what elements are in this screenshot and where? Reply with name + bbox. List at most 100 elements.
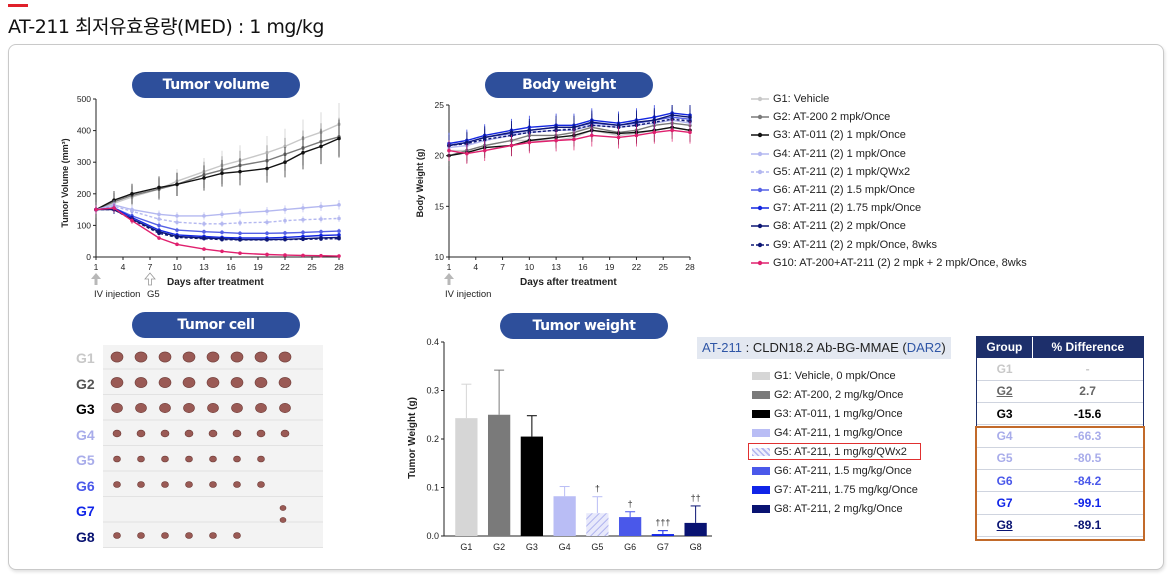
subtitle-dar: DAR2 xyxy=(906,340,942,355)
legend-line-icon xyxy=(751,242,769,247)
legend-line-icon xyxy=(751,206,769,211)
tumor-sample xyxy=(137,532,145,539)
tv-data-point xyxy=(301,237,305,242)
group-cell: G3 xyxy=(977,402,1033,426)
legend-label: G5: AT-211 (2) 1 mpk/QWx2 xyxy=(773,165,911,178)
bar-legend-swatch xyxy=(752,409,770,418)
tv-data-point xyxy=(175,242,179,247)
group-cell: G4 xyxy=(977,424,1033,448)
bw-x-tick-label: 28 xyxy=(685,262,695,272)
tv-data-point xyxy=(130,192,134,196)
tv-data-point xyxy=(265,252,269,257)
bw-data-point xyxy=(634,133,639,138)
legend-label: G9: AT-211 (2) 2 mpk/Once, 8wks xyxy=(773,238,938,251)
tv-x-tick-label: 1 xyxy=(94,262,99,272)
bw-ylabel: Body Weight (g) xyxy=(415,149,425,218)
tumor-sample xyxy=(278,377,292,388)
table-row: G3 -15.6 xyxy=(977,402,1143,426)
bar-legend-item: G3: AT-011, 1 mg/kg/Once xyxy=(752,404,918,423)
legend-item: G6: AT-211 (2) 1.5 mpk/Once xyxy=(750,181,1027,199)
bw-x-tick-label: 25 xyxy=(658,262,668,272)
bw-data-point xyxy=(554,138,558,143)
tv-data-point xyxy=(130,209,134,213)
tv-data-point xyxy=(175,182,179,187)
bar-legend-label: G8: AT-211, 2 mg/kg/Once xyxy=(774,503,903,516)
legend-line-icon xyxy=(751,96,769,102)
tw-bar xyxy=(684,522,707,536)
bar-legend-label: G3: AT-011, 1 mg/kg/Once xyxy=(774,407,903,420)
bar-legend-swatch xyxy=(752,428,770,437)
tv-x-tick-label: 16 xyxy=(226,262,236,272)
bar-legend-label: G7: AT-211, 1.75 mg/kg/Once xyxy=(774,484,918,497)
tv-data-point xyxy=(319,204,323,209)
tumor-sample xyxy=(254,377,268,388)
bar-legend-label: G6: AT-211, 1.5 mg/kg/Once xyxy=(774,465,912,478)
tv-data-point xyxy=(337,254,341,258)
tv-y-tick-label: 0 xyxy=(86,252,91,262)
bar-legend-swatch xyxy=(752,390,770,399)
difference-header: % Difference xyxy=(1032,336,1143,358)
tv-data-point xyxy=(319,237,323,241)
legend-label: G8: AT-211 (2) 2 mpk/Once xyxy=(773,220,906,233)
tumor-sample xyxy=(185,455,193,463)
bar-legend-label: G4: AT-211, 1 mg/kg/Once xyxy=(774,426,903,439)
iv-arrow-icon xyxy=(91,273,101,285)
tv-data-point xyxy=(283,218,287,223)
tumor-sample xyxy=(158,377,172,388)
table-top-border xyxy=(976,336,1144,427)
tumor-sample xyxy=(161,455,169,463)
tv-data-point xyxy=(157,185,161,190)
tv-x-tick-label: 4 xyxy=(121,262,126,272)
tv-data-point xyxy=(265,209,269,213)
bw-y-tick-label: 20 xyxy=(435,151,445,161)
tw-x-tick-label: G2 xyxy=(493,542,505,552)
subtitle-drug: AT-211 xyxy=(702,340,742,355)
bw-x-tick-label: 10 xyxy=(525,262,535,272)
legend-label: G2: AT-200 2 mpk/Once xyxy=(773,111,891,124)
difference-cell: -99.1 xyxy=(1032,491,1143,515)
bar-legend-item: G5: AT-211, 1 mg/kg/QWx2 xyxy=(752,442,918,461)
bw-data-point xyxy=(688,130,692,135)
tv-data-point xyxy=(337,136,341,141)
tumor-cell-group-label: G5 xyxy=(76,452,95,468)
tumor-sample xyxy=(182,377,196,388)
tv-y-tick-label: 500 xyxy=(77,94,91,104)
table-highlight-box xyxy=(975,426,1145,541)
bw-x-tick-label: 16 xyxy=(578,262,588,272)
tumor-sample xyxy=(255,403,267,413)
table-row: G8 -89.1 xyxy=(977,514,1143,537)
tv-data-point xyxy=(202,176,206,180)
group-cell: G5 xyxy=(977,447,1033,470)
tw-x-tick-label: G4 xyxy=(559,542,571,552)
tv-data-point xyxy=(175,214,179,218)
tv-y-tick-label: 200 xyxy=(77,189,91,199)
bar-legend-item: G2: AT-200, 2 mg/kg/Once xyxy=(752,385,918,404)
tv-data-point xyxy=(157,236,161,240)
tv-data-point xyxy=(301,206,305,210)
tv-data-point xyxy=(238,251,242,256)
difference-cell: -84.2 xyxy=(1032,469,1143,493)
tumor-cell-group-label: G2 xyxy=(76,375,95,392)
bw-data-point xyxy=(670,128,674,133)
bw-xlabel: Days after treatment xyxy=(520,277,617,288)
tumor-weight-chart: Tumor Weight (g) 0.0 0.1 0.2 0.3 0.4 G1 G2 G3 G… xyxy=(407,337,712,552)
tumor-sample xyxy=(182,351,196,363)
tv-data-point xyxy=(265,166,269,171)
tv-g5-note: G5 xyxy=(147,289,160,300)
bar-legend-swatch xyxy=(752,447,770,456)
tv-ylabel: Tumor Volume (mm³) xyxy=(60,138,70,227)
table-header-row: Group % Difference xyxy=(977,336,1143,358)
tumor-sample xyxy=(232,429,242,438)
tv-iv-note: IV injection xyxy=(94,289,140,300)
tv-data-point xyxy=(337,216,341,221)
bw-data-point xyxy=(652,130,657,135)
table-row: G7 -99.1 xyxy=(977,491,1143,515)
page-title: AT-211 최저유효용량(MED) : 1 mg/kg xyxy=(8,16,324,38)
bw-y-tick-label: 15 xyxy=(435,201,445,211)
table-row: G2 2.7 xyxy=(977,380,1143,404)
tumor-sample xyxy=(280,429,290,438)
tw-x-tick-label: G5 xyxy=(591,542,603,552)
tumor-sample xyxy=(254,351,268,363)
tv-data-point xyxy=(157,212,161,217)
bw-data-point xyxy=(527,140,532,145)
